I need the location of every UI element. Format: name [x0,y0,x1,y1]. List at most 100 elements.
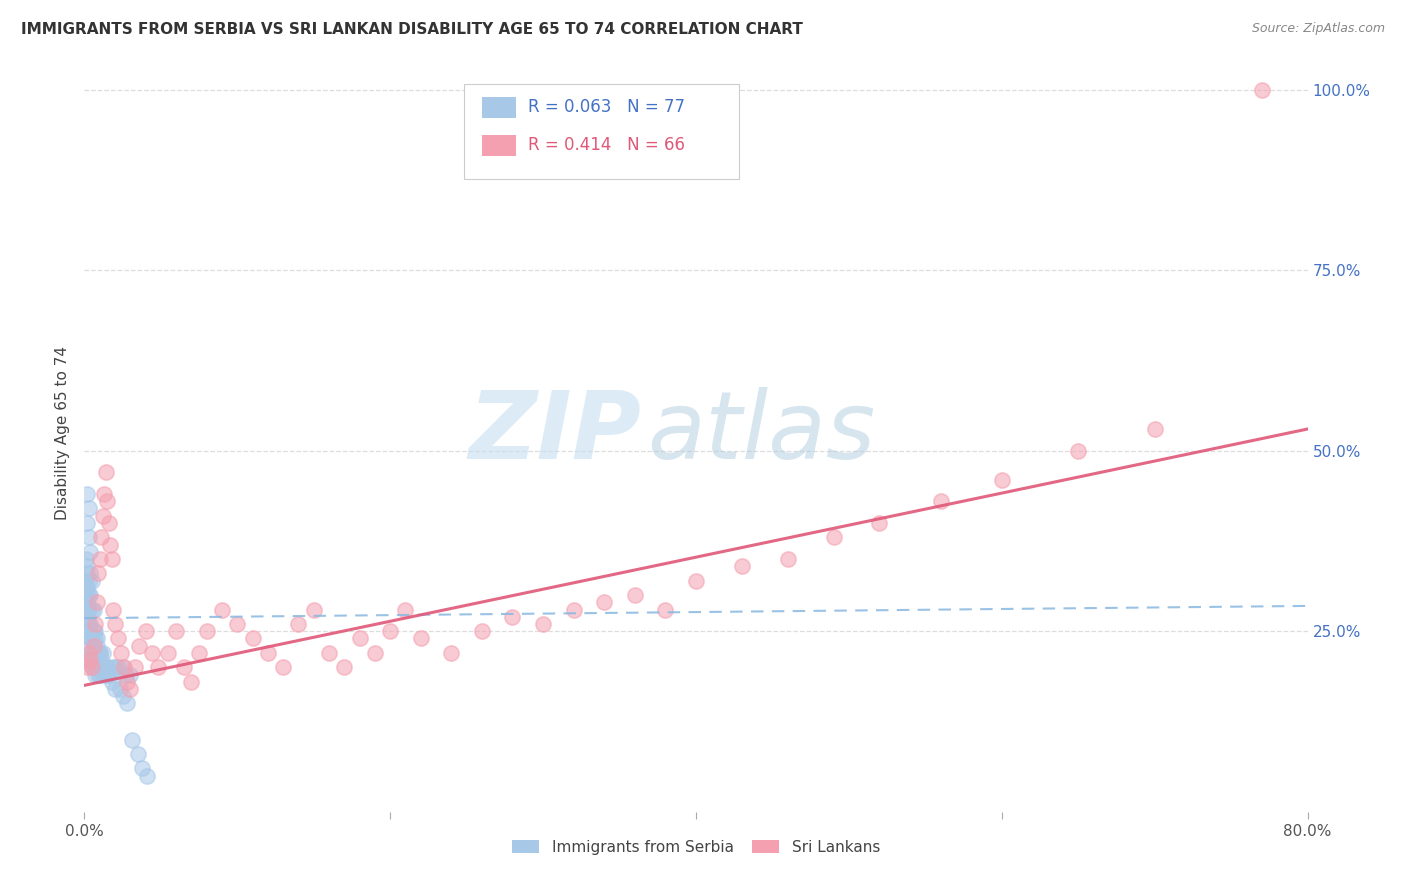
Point [188,646,211,660]
Point [76,487,98,501]
Point [929,494,952,508]
Point [77,639,100,653]
Point [84,667,107,681]
Point [115,697,138,711]
Point [80,646,103,660]
Point [79,646,101,660]
Point [80,660,103,674]
Point [80,602,103,616]
Point [87,566,110,581]
Point [349,632,371,646]
Point [80,632,103,646]
Point [77,501,100,516]
Point [76,660,98,674]
Point [146,660,169,674]
Point [333,660,356,674]
Point [731,559,754,574]
Point [103,602,125,616]
Point [991,473,1014,487]
Point [120,667,142,681]
Point [107,632,129,646]
Point [97,516,120,530]
Point [77,588,100,602]
Point [111,689,134,703]
Point [77,617,100,632]
Point [80,574,103,588]
Point [94,660,117,674]
Point [94,466,117,480]
Point [104,681,127,696]
Point [76,588,98,602]
Point [394,602,416,616]
Point [76,595,98,609]
Point [96,660,118,674]
Point [111,660,134,674]
Point [593,595,616,609]
Point [108,681,131,696]
Point [180,674,202,689]
Point [93,660,115,674]
Point [83,624,105,639]
Point [364,646,387,660]
Point [75,602,97,616]
Point [79,653,101,667]
Point [77,624,100,639]
Point [531,617,554,632]
Point [226,617,249,632]
Point [136,769,159,783]
Point [287,617,309,632]
Point [409,632,432,646]
Point [83,646,105,660]
Point [776,552,799,566]
Point [302,602,325,616]
Point [86,639,108,653]
Point [242,632,264,646]
Point [77,602,100,616]
Point [76,559,98,574]
Point [79,653,101,667]
Point [79,545,101,559]
Point [271,660,294,674]
Point [93,487,115,501]
Point [83,660,105,674]
Point [115,674,138,689]
Point [1143,422,1166,436]
Point [211,602,233,616]
Point [1067,443,1090,458]
Point [77,530,100,544]
Point [75,581,97,595]
Point [135,624,157,639]
Y-axis label: Disability Age 65 to 74: Disability Age 65 to 74 [55,345,70,520]
Point [869,516,891,530]
Point [76,581,98,595]
Point [86,595,108,609]
Point [86,660,108,674]
Point [79,632,101,646]
Point [141,646,163,660]
Point [77,646,100,660]
Point [80,660,103,674]
Point [104,617,127,632]
Point [79,617,101,632]
Point [257,646,280,660]
Point [89,667,111,681]
Point [91,508,114,523]
Point [83,639,105,653]
Point [90,530,112,544]
Point [84,624,107,639]
Text: IMMIGRANTS FROM SERBIA VS SRI LANKAN DISABILITY AGE 65 TO 74 CORRELATION CHART: IMMIGRANTS FROM SERBIA VS SRI LANKAN DIS… [21,22,803,37]
Point [89,646,111,660]
Point [96,494,118,508]
Point [96,667,118,681]
Point [89,646,111,660]
Point [91,646,114,660]
Point [84,617,107,632]
Point [110,646,132,660]
Point [127,747,149,761]
Point [90,660,112,674]
Point [76,566,98,581]
Point [107,660,129,674]
FancyBboxPatch shape [482,135,516,156]
Point [121,732,143,747]
Point [76,617,98,632]
